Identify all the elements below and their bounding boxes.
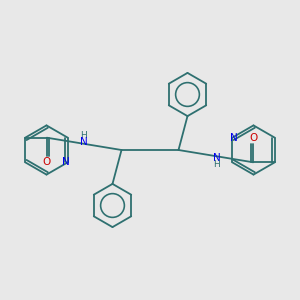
Text: H: H bbox=[213, 160, 220, 169]
Text: O: O bbox=[249, 133, 257, 143]
Text: N: N bbox=[80, 137, 87, 147]
Text: N: N bbox=[230, 133, 238, 143]
Text: N: N bbox=[62, 157, 70, 167]
Text: H: H bbox=[80, 131, 87, 140]
Text: N: N bbox=[213, 153, 220, 163]
Text: O: O bbox=[43, 157, 51, 167]
